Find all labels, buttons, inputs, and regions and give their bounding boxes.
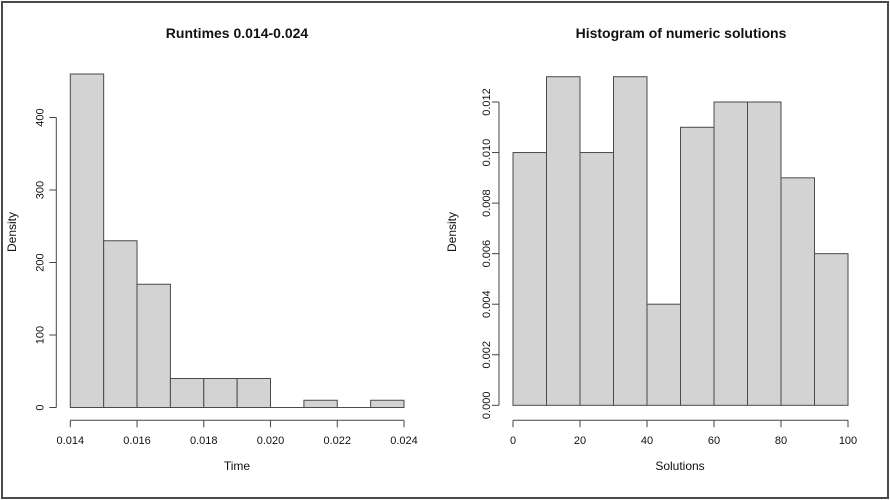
histogram-bar	[169, 378, 205, 408]
right-histogram-panel: Histogram of numeric solutions Solutions…	[445, 25, 857, 473]
x-tick-label: 0.024	[390, 435, 418, 447]
histogram-bar	[546, 76, 581, 406]
x-tick-label: 0.020	[257, 435, 285, 447]
y-tick-label: 400	[35, 108, 47, 126]
y-tick-label: 0.012	[481, 88, 493, 116]
histogram-bar	[780, 177, 815, 406]
y-tick-label: 0.000	[481, 392, 493, 420]
x-tick-label: 0.016	[123, 435, 151, 447]
histogram-bar	[747, 101, 782, 406]
histogram-bar	[646, 303, 681, 406]
y-tick-label: 0.010	[481, 139, 493, 167]
x-tick-label: 20	[574, 435, 586, 447]
y-tick-label: 200	[35, 253, 47, 271]
x-tick-label: 0.022	[323, 435, 351, 447]
left-x-axis-title: Time	[224, 459, 251, 473]
histogram-bar	[203, 378, 238, 408]
right-histogram-plot: 0.000 0.002 0.004 0.006 0.008 0.010 0.012 0 20 40…	[481, 76, 857, 447]
histogram-bar	[103, 240, 138, 408]
x-tick-label: 0.018	[190, 435, 218, 447]
histogram-bar	[579, 152, 614, 406]
x-tick-label: 0.014	[57, 435, 85, 447]
histogram-bar	[236, 378, 272, 408]
x-tick-label: 0	[510, 435, 516, 447]
x-tick-label: 100	[839, 435, 857, 447]
left-chart-title: Runtimes 0.014-0.024	[166, 25, 309, 41]
right-y-axis-title: Density	[445, 212, 459, 252]
right-chart-title: Histogram of numeric solutions	[576, 25, 787, 41]
y-tick-label: 100	[35, 326, 47, 344]
x-tick-label: 60	[708, 435, 720, 447]
histogram-bar	[713, 101, 748, 406]
left-histogram-panel: Runtimes 0.014-0.024 Time Density 0 100 20…	[5, 25, 418, 473]
histogram-bar	[814, 253, 849, 406]
histogram-bar	[512, 152, 547, 406]
histogram-bar	[613, 76, 648, 406]
histogram-bar	[680, 126, 715, 406]
histogram-bar	[370, 399, 405, 408]
y-tick-label: 0.008	[481, 189, 493, 217]
left-y-axis-title: Density	[5, 212, 19, 252]
y-tick-label: 0.004	[481, 290, 493, 318]
histogram-bar	[69, 73, 105, 408]
left-histogram-plot: 0 100 200 300 400 0.014 0.016 0.018 0.020 0.022 0.…	[35, 73, 418, 447]
y-tick-label: 0.006	[481, 240, 493, 268]
histogram-bar	[303, 399, 338, 408]
histogram-bar	[136, 283, 171, 408]
x-tick-label: 40	[641, 435, 653, 447]
right-x-axis-title: Solutions	[655, 459, 704, 473]
x-tick-label: 80	[775, 435, 787, 447]
y-tick-label: 0.002	[481, 341, 493, 369]
y-tick-label: 300	[35, 181, 47, 199]
y-tick-label: 0	[35, 404, 47, 410]
